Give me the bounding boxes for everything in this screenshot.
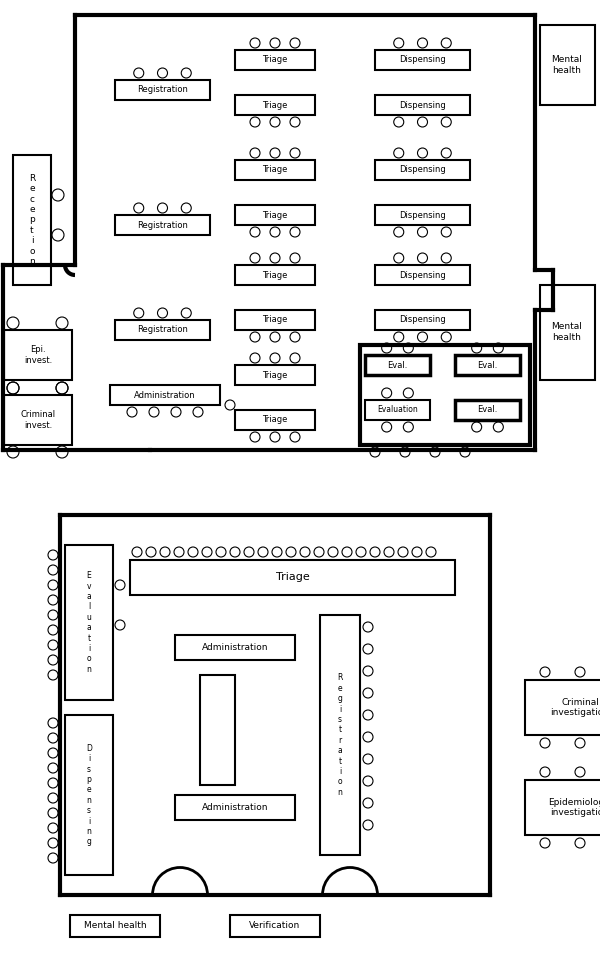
Bar	[375, 205, 470, 225]
Bar	[115, 80, 210, 100]
Bar	[375, 95, 470, 115]
Text: Triage: Triage	[262, 210, 287, 220]
Bar	[375, 310, 470, 330]
Text: Registration: Registration	[137, 221, 188, 229]
Text: Criminal
invest.: Criminal invest.	[20, 410, 56, 430]
Bar	[235, 160, 315, 180]
Bar	[525, 680, 600, 735]
Bar	[130, 560, 455, 595]
Bar	[455, 355, 520, 375]
Bar	[455, 400, 520, 420]
Text: Criminal
investigation: Criminal investigation	[551, 698, 600, 717]
Text: Triage: Triage	[262, 271, 287, 279]
Bar	[175, 635, 295, 660]
Bar	[70, 915, 160, 937]
Text: Registration: Registration	[137, 85, 188, 94]
Text: Triage: Triage	[262, 416, 287, 424]
Text: Triage: Triage	[262, 165, 287, 175]
Text: Triage: Triage	[262, 101, 287, 109]
Text: Triage: Triage	[262, 371, 287, 379]
Bar	[525, 780, 600, 835]
Bar	[235, 310, 315, 330]
Bar	[110, 385, 220, 405]
Text: Dispensing: Dispensing	[399, 56, 446, 64]
Bar	[65, 545, 113, 700]
Bar	[235, 365, 315, 385]
Text: Dispensing: Dispensing	[399, 210, 446, 220]
Bar	[365, 355, 430, 375]
Bar	[175, 795, 295, 820]
Text: Administration: Administration	[202, 803, 268, 811]
Bar	[540, 25, 595, 105]
Text: Dispensing: Dispensing	[399, 165, 446, 175]
Bar	[230, 915, 320, 937]
Text: Administration: Administration	[134, 391, 196, 399]
Text: Verification: Verification	[250, 922, 301, 930]
Text: Registration: Registration	[137, 325, 188, 334]
Text: Triage: Triage	[262, 316, 287, 324]
Text: Mental health: Mental health	[83, 922, 146, 930]
Bar	[4, 330, 72, 380]
Text: Triage: Triage	[275, 572, 310, 583]
Text: Administration: Administration	[202, 642, 268, 652]
Text: Mental
health: Mental health	[551, 56, 583, 75]
Bar	[360, 345, 530, 445]
Bar	[365, 400, 430, 420]
Bar	[115, 215, 210, 235]
Bar	[235, 95, 315, 115]
Text: D
i
s
p
e
n
s
i
n
g: D i s p e n s i n g	[86, 744, 92, 847]
Bar	[13, 155, 51, 285]
Text: E
v
a
l
u
a
t
i
o
n: E v a l u a t i o n	[86, 571, 91, 674]
Text: Evaluation: Evaluation	[377, 405, 418, 415]
Text: Dispensing: Dispensing	[399, 101, 446, 109]
Bar	[235, 50, 315, 70]
Bar	[375, 265, 470, 285]
Text: Epidemiologic
investigation: Epidemiologic investigation	[548, 798, 600, 817]
Bar	[235, 410, 315, 430]
Text: Eval.: Eval.	[388, 361, 407, 370]
Bar	[235, 265, 315, 285]
Bar	[65, 715, 113, 875]
Text: R
e
c
e
p
t
i
o
n: R e c e p t i o n	[29, 174, 35, 266]
Bar	[235, 205, 315, 225]
Text: Eval.: Eval.	[478, 361, 497, 370]
Bar	[320, 615, 360, 855]
Text: Mental
health: Mental health	[551, 323, 583, 342]
Bar	[115, 320, 210, 340]
Text: Dispensing: Dispensing	[399, 271, 446, 279]
Text: Triage: Triage	[262, 56, 287, 64]
Bar	[200, 675, 235, 785]
Text: Dispensing: Dispensing	[399, 316, 446, 324]
Text: Epi.
invest.: Epi. invest.	[24, 346, 52, 365]
Bar	[540, 285, 595, 380]
Bar	[4, 395, 72, 445]
Bar	[375, 160, 470, 180]
Bar	[375, 50, 470, 70]
Text: R
e
g
i
s
t
r
a
t
i
o
n: R e g i s t r a t i o n	[337, 673, 343, 797]
Text: Eval.: Eval.	[478, 405, 497, 415]
